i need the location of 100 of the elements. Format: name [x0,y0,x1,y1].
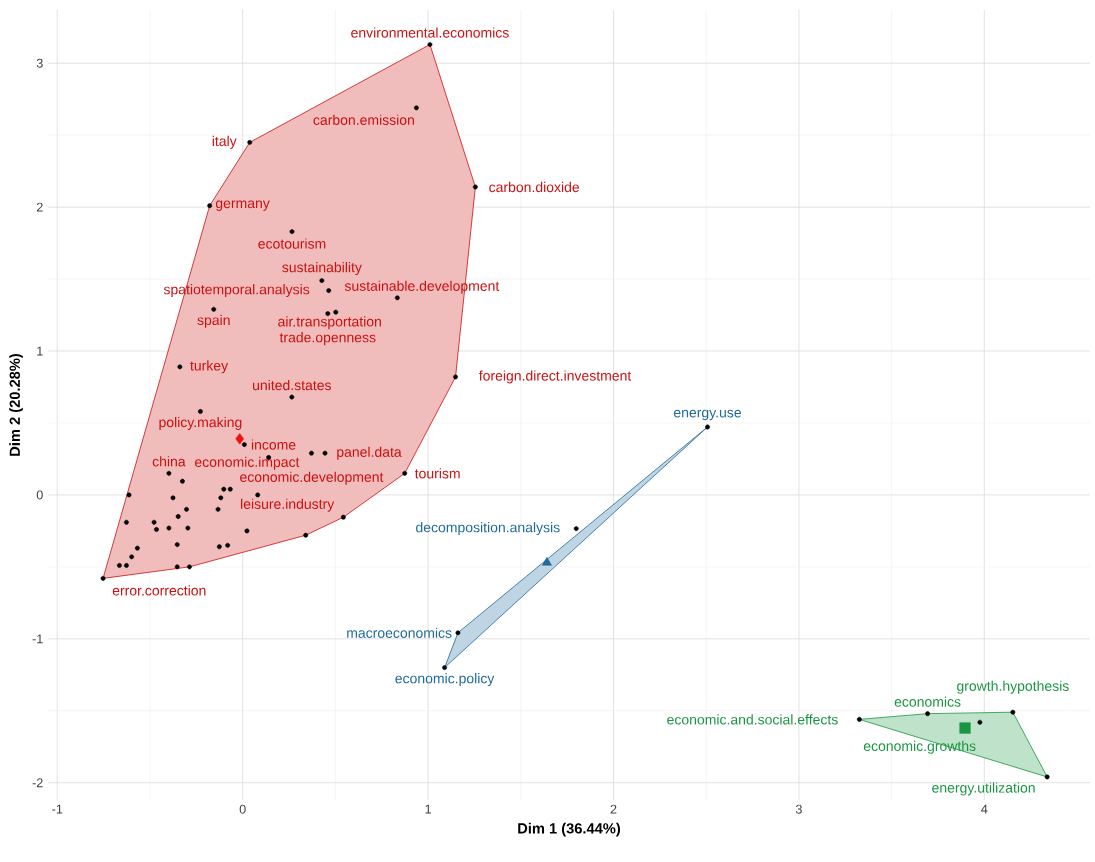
annotation: economics [894,696,961,707]
x-tick-label: 1 [425,804,431,814]
point [126,492,132,498]
y-tick-label: -2 [32,778,43,788]
annotation: decomposition.analysis [416,522,560,536]
annotation: turkey [190,360,229,374]
point [977,719,983,725]
point [124,519,129,525]
annotation: air.transportation [278,316,381,330]
point [215,506,221,512]
point [170,495,176,501]
annotation: germany [215,200,270,211]
point [289,229,295,234]
annotation: energy.use [673,409,741,421]
point [340,514,346,520]
annotation: spain [197,314,230,328]
point [166,525,172,531]
point [207,203,213,209]
point [255,492,261,498]
y-axis-title: Dim 2 (20.28%) [9,353,23,456]
point [198,409,203,414]
point [455,630,461,636]
point [402,470,408,476]
point [124,563,129,568]
point [116,563,122,568]
point [151,519,157,525]
y-tick-label: 0 [36,490,43,500]
annotation: leisure.industry [241,498,335,512]
annotation: sustainability [282,261,362,276]
point [303,532,309,538]
y-tick-label: 2 [36,202,43,212]
point [166,470,172,476]
point [211,306,217,312]
point [184,506,189,512]
point [177,364,183,370]
point [235,433,244,445]
point [322,450,328,456]
point [218,495,224,501]
point [134,545,140,551]
point [187,564,192,570]
point [1044,774,1050,780]
point [427,42,433,47]
point [289,394,295,400]
point [247,139,253,145]
point [542,556,552,566]
point [309,450,314,456]
point [185,525,191,531]
annotation: macroeconomics [347,627,452,638]
y-tick-label: 1 [37,346,43,356]
point [472,184,478,190]
point [216,544,222,550]
x-tick-label: 3 [795,804,802,814]
x-axis-title: Dim 1 (36.44%) [518,822,621,837]
x-tick-label: 0 [239,804,246,814]
point [154,527,159,532]
point [100,575,106,581]
x-tick-label: 4 [981,804,988,814]
annotation: economic.development [240,471,384,485]
annotation: energy.utilization [932,782,1035,796]
annotation: carbon.emission [313,114,414,125]
annotation: economic.policy [395,673,495,687]
point [573,526,579,531]
point [1010,709,1016,715]
annotation: economic.impact [195,456,300,470]
point [925,711,930,717]
annotation: policy.making [159,416,242,430]
annotation: economic.and.social.effects [667,714,838,725]
x-tick-label: -1 [52,804,63,814]
annotation: error.correction [112,585,206,596]
point [333,309,339,315]
point [959,722,971,734]
point [174,542,180,547]
point [319,278,325,283]
annotation: carbon.dioxide [489,181,580,193]
annotation: sustainable.development [344,280,500,294]
point [244,528,250,534]
annotation: china [152,456,186,467]
point [175,514,181,519]
annotation: united.states [253,379,331,391]
point [241,442,247,447]
point [326,288,332,293]
annotation: growth.hypothesis [957,680,1069,694]
annotation: income [251,439,296,450]
point [129,554,135,560]
annotation: italy [212,135,237,149]
x-tick-label: 2 [610,804,617,814]
annotation: trade.openness [279,332,376,346]
annotation: tourism [414,468,460,479]
point [705,424,710,430]
point [394,295,400,301]
point [414,105,419,111]
annotation: ecotourism [258,238,326,249]
point [174,564,180,570]
point [442,665,447,670]
point [221,486,227,492]
point [453,374,458,380]
point [227,486,233,492]
y-tick-label: -1 [32,634,43,644]
point [180,478,185,484]
annotation: foreign.direct.investment [478,370,632,384]
